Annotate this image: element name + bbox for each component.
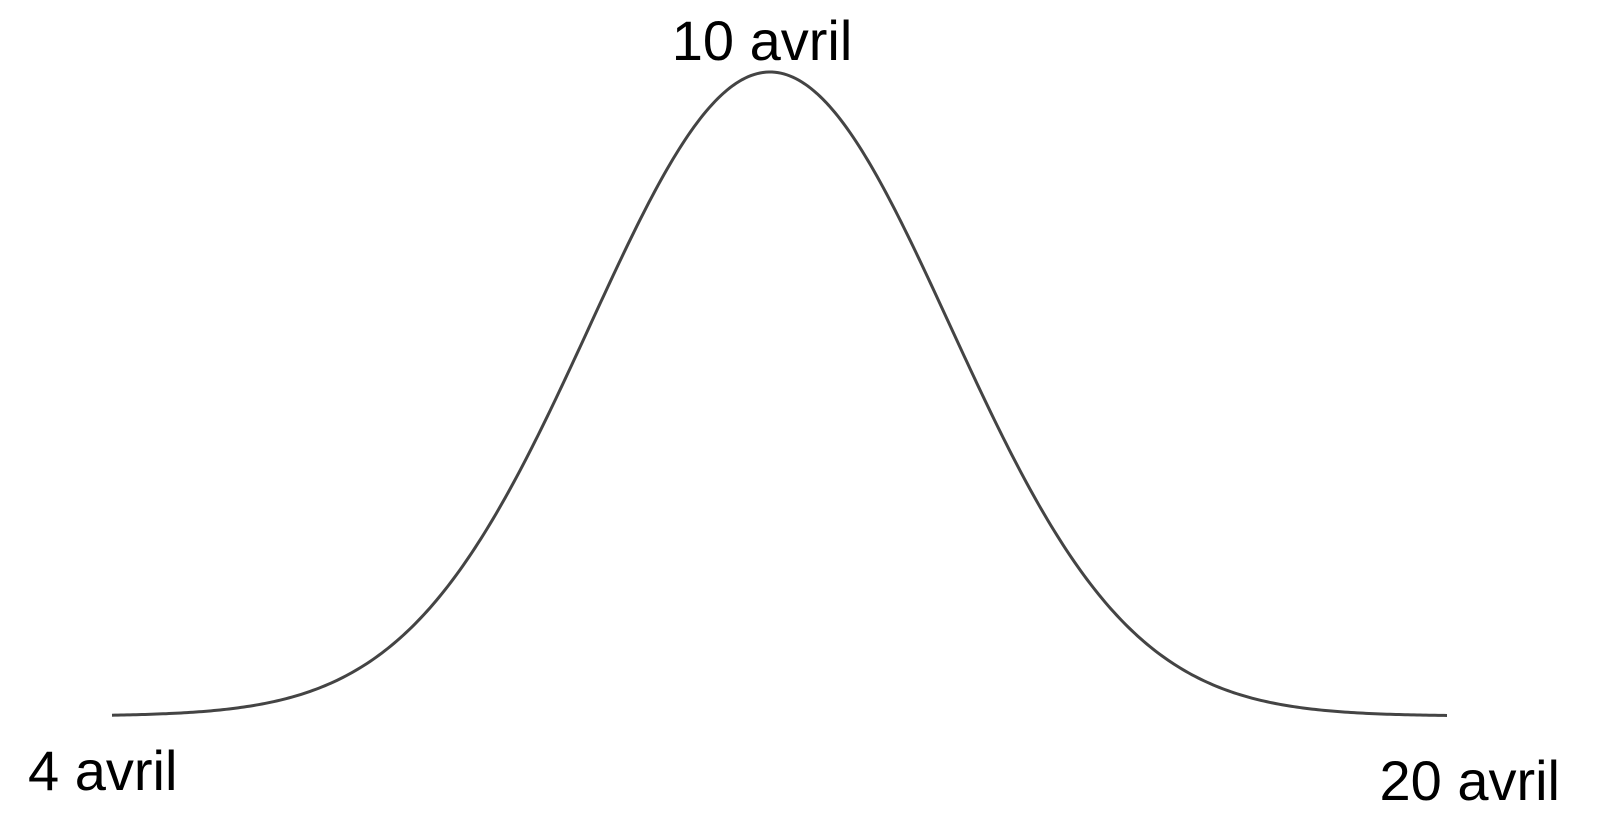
- end-label: 20 avril: [1379, 749, 1560, 812]
- peak-label: 10 avril: [672, 9, 853, 72]
- start-label: 4 avril: [28, 739, 177, 802]
- bell-curve: [111, 70, 1448, 717]
